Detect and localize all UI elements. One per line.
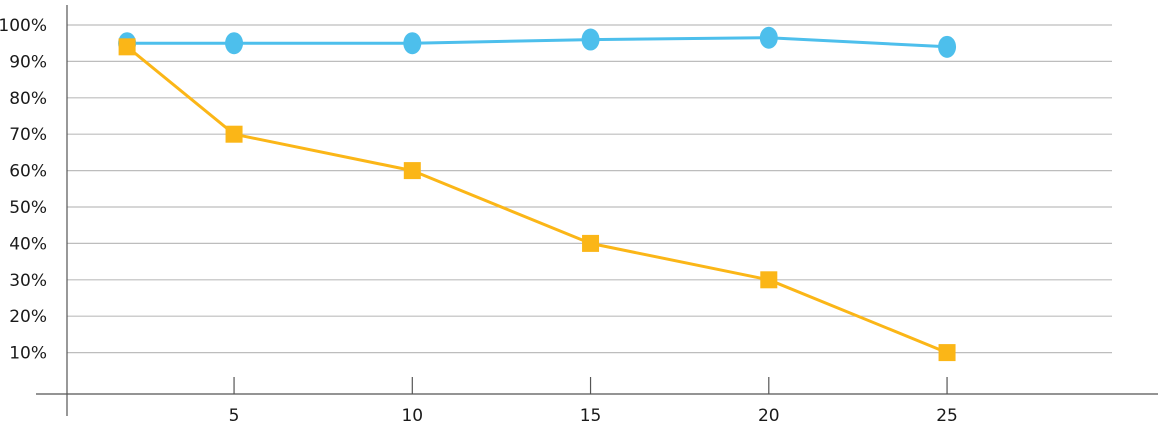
data-point-circle (225, 32, 244, 55)
x-tick-label: 5 (229, 406, 240, 425)
y-axis-tick-labels: 10% 20% 30% 40% 50% 60% 70% 80% 90% 100% (0, 16, 47, 364)
y-tick-label: 20% (9, 307, 47, 327)
x-tick-label: 10 (401, 406, 423, 425)
y-tick-label: 50% (9, 198, 47, 218)
data-point-square (118, 38, 136, 56)
y-tick-label: 10% (9, 344, 47, 364)
x-axis-tick-labels: 5 10 15 20 25 (229, 406, 958, 425)
series-1-line (127, 36, 948, 49)
x-tick-label: 25 (936, 406, 958, 425)
data-point-square (225, 125, 243, 143)
series-layer (118, 26, 957, 362)
data-point-circle (759, 26, 778, 49)
y-tick-label: 70% (9, 125, 47, 145)
series-2 (118, 38, 956, 362)
y-tick-label: 100% (0, 16, 47, 36)
data-point-square (403, 162, 421, 180)
data-point-square (582, 234, 600, 252)
data-point-circle (581, 28, 600, 51)
y-tick-label: 60% (9, 162, 47, 182)
data-point-square (760, 271, 778, 289)
x-tick-label: 20 (758, 406, 780, 425)
series-2-line (126, 45, 948, 354)
gridlines (67, 24, 1112, 354)
axes (36, 5, 1158, 416)
x-tick-label: 15 (580, 406, 602, 425)
series-1 (118, 26, 957, 58)
data-point-circle (938, 35, 957, 58)
y-tick-label: 40% (9, 234, 47, 254)
y-tick-label: 90% (9, 52, 47, 72)
data-point-square (938, 344, 956, 362)
y-tick-label: 80% (9, 89, 47, 109)
y-tick-label: 30% (9, 271, 47, 291)
data-point-circle (403, 32, 422, 55)
